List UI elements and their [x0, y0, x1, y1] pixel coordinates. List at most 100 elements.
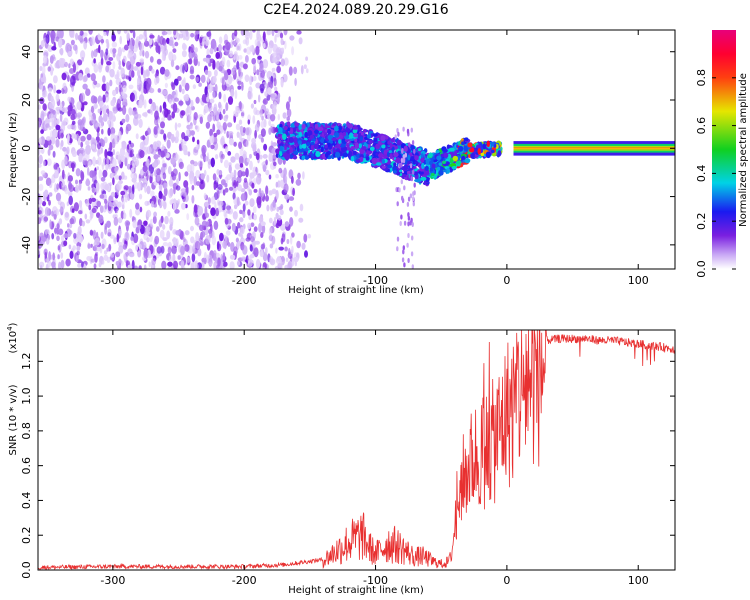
spectrogram-noise-dot	[166, 30, 172, 35]
spectrogram-noise-dot	[293, 256, 299, 263]
spectrogram-noise-dot	[220, 157, 223, 164]
spectrogram-signal-dot	[346, 144, 351, 151]
spectrogram-noise-dot	[139, 193, 143, 200]
colorbar-tick-label: 0.0	[695, 260, 708, 278]
spectrogram-noise-dot	[154, 110, 159, 120]
spectrogram-signal-dot	[418, 170, 424, 175]
spectrogram-signal-dot	[375, 162, 382, 166]
spectrogram-signal-dot	[292, 155, 298, 160]
spectrogram-noise-dot	[249, 45, 255, 52]
spectrogram-noise-dot	[147, 170, 151, 176]
spectrogram-noise-dot	[92, 148, 98, 153]
spectrogram-noise-dot	[212, 59, 216, 70]
spectrogram-noise-dot	[143, 99, 147, 109]
spectrogram-noise-dot	[44, 251, 48, 260]
spectrogram-noise-dot	[86, 134, 92, 141]
spectrogram-smear-dot	[401, 195, 404, 201]
spectrogram-noise-dot	[207, 197, 211, 205]
spectrogram-noise-dot	[151, 68, 155, 74]
spectrogram-noise-dot	[49, 219, 52, 229]
spectrogram-noise-dot	[189, 69, 195, 75]
spectrogram-noise-dot	[229, 261, 235, 269]
spectrogram-signal-dot	[297, 140, 302, 146]
x-tick-label: 0	[503, 574, 510, 587]
spectrogram-noise-dot	[268, 217, 273, 224]
spectrogram-noise-dot	[71, 120, 76, 126]
spectrogram-noise-dot	[245, 237, 251, 242]
spectrogram-noise-dot	[191, 184, 195, 191]
spectrogram-noise-dot	[219, 232, 224, 242]
spectrogram-signal-dot	[301, 123, 306, 130]
spectrogram-noise-dot	[41, 201, 47, 207]
spectrogram-noise-dot	[254, 240, 260, 245]
colorbar-ticks: 0.0 0.2 0.4 0.6 0.8	[695, 69, 736, 278]
spectrogram-noise-dot	[167, 210, 171, 217]
spectrogram-noise-dot	[94, 237, 100, 246]
spectrogram-noise-dot	[59, 201, 65, 211]
spectrogram-noise-dot	[235, 105, 239, 112]
spectrogram-noise-dot	[268, 174, 272, 180]
spectrogram-signal-dot	[439, 166, 444, 171]
spectrogram-noise-dot	[116, 181, 122, 191]
spectrogram-noise-dot	[203, 257, 207, 265]
spectrogram-noise-dot	[108, 202, 114, 207]
spectrogram-signal-dot	[390, 138, 395, 143]
spectrogram-noise-dot	[193, 112, 198, 121]
spectrogram-noise-dot	[205, 57, 210, 64]
spectrogram-noise-dot	[227, 151, 232, 156]
spectrogram-noise-dot	[192, 136, 195, 143]
spectrogram-noise-dot	[80, 50, 86, 60]
spectrogram-noise-dot	[174, 209, 180, 214]
spectrogram-signal-dot	[420, 153, 424, 159]
spectrogram-noise-dot	[195, 96, 200, 104]
spectrogram-noise-dot	[270, 125, 274, 133]
spectrogram-noise-dot	[146, 237, 150, 243]
spectrogram-noise-dot	[134, 158, 140, 167]
spectrogram-signal-dot	[389, 153, 393, 160]
spectrogram-noise-dot	[93, 58, 96, 64]
spectrogram-noise-dot	[286, 116, 291, 121]
spectrogram-noise-dot	[224, 72, 229, 81]
spectrogram-noise-dot	[273, 161, 277, 167]
spectrogram-noise-dot	[135, 202, 140, 210]
spectrogram-noise-dot	[56, 109, 60, 115]
spectrogram-noise-dot	[142, 134, 145, 141]
spectrogram-noise-dot	[240, 256, 247, 261]
spectrogram-noise-dot	[115, 260, 120, 266]
spectrogram-smear-dot	[403, 220, 407, 226]
spectrogram-noise-dot	[195, 76, 200, 82]
spectrogram-noise-dot	[130, 167, 135, 173]
spectrogram-noise-dot	[181, 142, 184, 149]
spectrogram-noise-dot	[190, 225, 194, 232]
spectrogram-noise-dot	[102, 94, 106, 103]
spectrogram-signal-dot	[407, 167, 413, 171]
spectrogram-signal-dot	[392, 170, 397, 174]
spectrogram-noise-dot	[161, 47, 166, 54]
spectrogram-noise-dot	[262, 242, 266, 250]
spectrogram-noise-dot	[53, 75, 58, 84]
spectrogram-noise-dot	[208, 254, 213, 265]
spectrogram-noise-dot	[211, 235, 216, 246]
y-tick-label: 0	[20, 145, 33, 152]
spectrogram-noise-dot	[67, 74, 70, 82]
spectrogram-noise-dot	[130, 38, 135, 47]
spectrogram-noise-dot	[129, 30, 134, 34]
x-tick-label: -300	[100, 574, 125, 587]
spectrogram-noise-dot	[164, 69, 170, 77]
spectrogram-signal-dot	[431, 163, 436, 169]
spectrogram-noise-dot	[78, 72, 83, 81]
spectrogram-smear-dot	[397, 131, 400, 137]
spectrogram-noise-dot	[156, 174, 161, 182]
spectrogram-noise-dot	[91, 187, 95, 193]
spectrogram-signal-dot	[303, 148, 309, 152]
spectrogram-noise-dot	[99, 138, 104, 144]
spectrogram-noise-dot	[157, 150, 161, 158]
spectrogram-noise-dot	[104, 148, 108, 159]
spectrogram-noise-dot	[152, 215, 157, 224]
spectrogram-noise-dot	[66, 201, 70, 207]
spectrogram-noise-dot	[120, 171, 125, 180]
spectrogram-noise-dot	[159, 184, 163, 193]
spectrogram-noise-dot	[216, 129, 221, 135]
spectrogram-smear-dot	[396, 236, 400, 242]
spectrogram-noise-dot	[128, 84, 134, 90]
